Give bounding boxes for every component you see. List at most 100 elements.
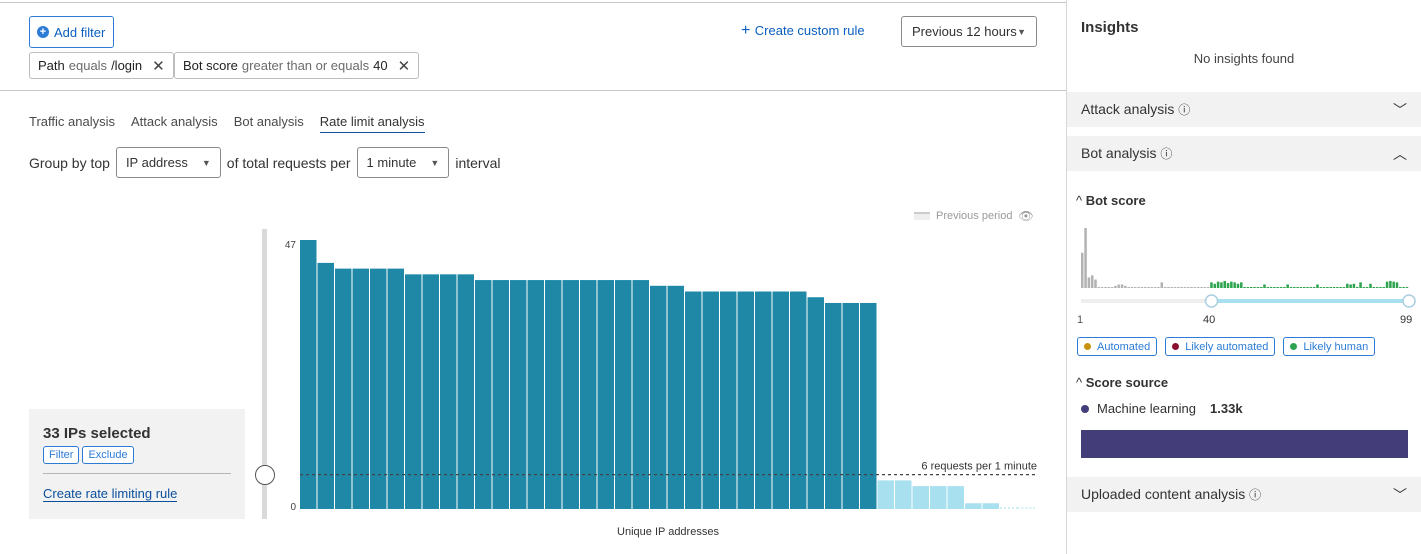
bot-score-histogram bbox=[1081, 228, 1416, 308]
group-by-select[interactable]: IP address ▼ bbox=[115, 147, 221, 178]
legend-likely-human[interactable]: Likely human bbox=[1283, 337, 1376, 356]
bar bbox=[982, 503, 999, 509]
info-icon: ⓘ bbox=[1160, 147, 1173, 161]
histogram-bar bbox=[1336, 287, 1339, 288]
bot-score-heading[interactable]: ^ Bot score bbox=[1076, 193, 1146, 208]
histogram-bar bbox=[1110, 287, 1114, 288]
bar bbox=[352, 268, 369, 509]
period-select[interactable]: Previous 12 hours ▼ bbox=[901, 16, 1037, 47]
plus-icon: + bbox=[741, 22, 755, 39]
histogram-bar bbox=[1223, 280, 1226, 288]
bar bbox=[807, 297, 824, 509]
score-source-heading[interactable]: ^ Score source bbox=[1076, 375, 1168, 390]
section-label: Attack analysis bbox=[1081, 101, 1175, 117]
histogram-bar bbox=[1399, 287, 1402, 288]
histogram-bar bbox=[1293, 287, 1296, 288]
divider bbox=[43, 473, 231, 474]
chevron-down-icon: ﹀ bbox=[1393, 486, 1407, 503]
tab-rate-limit-analysis[interactable]: Rate limit analysis bbox=[319, 114, 425, 133]
top-border bbox=[0, 2, 1066, 3]
bar bbox=[825, 302, 842, 509]
bot-analysis-section[interactable]: Bot analysis ⓘ ︿ bbox=[1067, 136, 1421, 171]
histogram-bar bbox=[1236, 283, 1240, 288]
histogram-bar bbox=[1120, 284, 1124, 288]
histogram-bar bbox=[1084, 228, 1087, 288]
histogram-bar bbox=[1107, 287, 1111, 288]
max-label: 99 bbox=[1400, 314, 1413, 326]
histogram-bar bbox=[1170, 287, 1173, 288]
bar bbox=[895, 480, 912, 509]
bar bbox=[965, 503, 982, 509]
eye-icon[interactable]: 👁 bbox=[1018, 209, 1034, 223]
filter-chip-path[interactable]: Path equals/login ✕ bbox=[29, 52, 174, 79]
slider-handle[interactable] bbox=[1402, 294, 1416, 308]
info-icon: ⓘ bbox=[1178, 103, 1191, 117]
bar bbox=[632, 280, 649, 509]
legend-automated[interactable]: Automated bbox=[1077, 337, 1158, 356]
histogram-bar bbox=[1319, 287, 1323, 288]
tab-traffic-analysis[interactable]: Traffic analysis bbox=[29, 114, 115, 129]
insights-title: Insights bbox=[1081, 19, 1139, 36]
previous-period-toggle[interactable]: Previous period 👁 bbox=[914, 209, 1034, 223]
uploaded-content-section[interactable]: Uploaded content analysis ⓘ ﹀ bbox=[1067, 477, 1421, 512]
panel-divider bbox=[1066, 0, 1067, 554]
histogram-bar bbox=[1127, 287, 1130, 288]
threshold-slider-handle[interactable] bbox=[255, 464, 275, 485]
slider-handle[interactable] bbox=[1204, 294, 1219, 308]
chip-op: greater than or equals bbox=[241, 58, 370, 73]
chevron-down-icon: ﹀ bbox=[1393, 101, 1407, 118]
dot-icon bbox=[1172, 343, 1180, 350]
histogram-bar bbox=[1339, 287, 1342, 288]
bar bbox=[562, 280, 579, 509]
histogram-bar bbox=[1306, 287, 1309, 288]
histogram-bar bbox=[1220, 282, 1223, 288]
tab-attack-analysis[interactable]: Attack analysis bbox=[130, 114, 218, 129]
histogram-bar bbox=[1322, 287, 1326, 288]
create-custom-rule-link[interactable]: + Create custom rule bbox=[741, 22, 865, 40]
attack-analysis-section[interactable]: Attack analysis ⓘ ﹀ bbox=[1067, 92, 1421, 127]
histogram-bar bbox=[1097, 287, 1101, 288]
histogram-bar bbox=[1114, 285, 1117, 288]
histogram-bar bbox=[1157, 287, 1160, 288]
histogram-bar bbox=[1299, 287, 1303, 288]
threshold-slider-track[interactable] bbox=[262, 229, 267, 519]
histogram-bar bbox=[1216, 281, 1220, 288]
histogram-bar bbox=[1302, 287, 1306, 288]
interval-select[interactable]: 1 minute ▼ bbox=[356, 147, 450, 178]
histogram-bar bbox=[1346, 283, 1349, 288]
histogram-bar bbox=[1296, 287, 1299, 288]
bar bbox=[737, 291, 754, 509]
filter-button[interactable]: Filter bbox=[43, 446, 80, 464]
histogram-bar bbox=[1253, 287, 1256, 288]
legend-likely-automated[interactable]: Likely automated bbox=[1165, 337, 1276, 356]
add-filter-button[interactable]: + Add filter bbox=[29, 16, 114, 48]
histogram-bar bbox=[1100, 287, 1104, 288]
histogram-bar bbox=[1243, 287, 1246, 288]
histogram-bar bbox=[1200, 287, 1203, 288]
group-middle: of total requests per bbox=[226, 154, 351, 171]
insights-empty: No insights found bbox=[1193, 51, 1295, 66]
bar bbox=[300, 240, 317, 509]
caret-down-icon: ▼ bbox=[430, 157, 440, 168]
filter-chip-bot-score[interactable]: Bot score greater than or equals 40 ✕ bbox=[174, 52, 420, 79]
create-rate-limiting-rule-link[interactable]: Create rate limiting rule bbox=[43, 486, 178, 502]
y-tick-label: 0 bbox=[290, 502, 296, 513]
close-icon[interactable]: ✕ bbox=[397, 57, 411, 75]
group-suffix: interval bbox=[455, 154, 501, 171]
bar bbox=[335, 268, 352, 509]
histogram-bar bbox=[1372, 287, 1376, 288]
legend-label: Likely automated bbox=[1185, 340, 1269, 353]
tab-bot-analysis[interactable]: Bot analysis bbox=[233, 114, 304, 129]
histogram-bar bbox=[1183, 287, 1187, 288]
histogram-bar bbox=[1329, 287, 1332, 288]
exclude-button[interactable]: Exclude bbox=[82, 446, 134, 464]
bar bbox=[790, 291, 807, 509]
close-icon[interactable]: ✕ bbox=[152, 57, 165, 75]
score-source-bar bbox=[1081, 430, 1408, 458]
bar bbox=[685, 291, 702, 509]
score-source-title: Score source bbox=[1085, 375, 1169, 390]
histogram-bar bbox=[1081, 252, 1084, 288]
histogram-bar bbox=[1389, 280, 1392, 288]
bar bbox=[510, 280, 527, 509]
threshold-label: 6 requests per 1 minute bbox=[921, 461, 1037, 473]
